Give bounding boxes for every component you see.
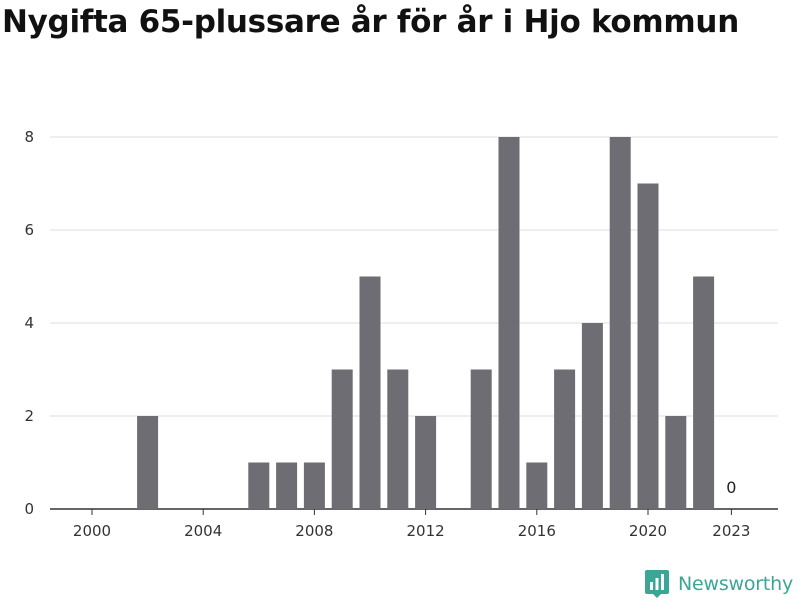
x-tick-label: 2008 — [295, 522, 333, 540]
bar-2010 — [359, 276, 381, 509]
data-labels: 0 — [726, 478, 736, 497]
bar-2015 — [498, 137, 520, 509]
x-tick-label: 2020 — [629, 522, 667, 540]
y-tick-label: 6 — [24, 221, 34, 239]
bar-2006 — [248, 462, 270, 509]
bar-2017 — [554, 369, 576, 509]
bar-2020 — [637, 183, 659, 509]
bar-2008 — [303, 462, 325, 509]
bar-2012 — [415, 416, 437, 509]
x-axis-ticks: 2000 2004 2008 2012 2016 2020 2023 — [73, 509, 750, 540]
y-tick-label: 2 — [24, 407, 34, 425]
y-axis-ticks: 0 2 4 6 8 — [24, 128, 34, 518]
bar-2014 — [470, 369, 492, 509]
x-tick-label: 2000 — [73, 522, 111, 540]
chart-title: Nygifta 65-plussare år för år i Hjo komm… — [2, 4, 739, 40]
bar-2011 — [387, 369, 409, 509]
bar-2002 — [137, 416, 159, 509]
bar-2019 — [609, 137, 631, 509]
bar-2009 — [331, 369, 353, 509]
x-tick-label: 2004 — [184, 522, 222, 540]
bar-2016 — [526, 462, 548, 509]
bar-2018 — [581, 323, 603, 509]
x-tick-label: 2016 — [518, 522, 556, 540]
y-tick-label: 0 — [24, 500, 34, 518]
x-tick-label: 2023 — [712, 522, 750, 540]
bar-2007 — [276, 462, 298, 509]
y-tick-label: 4 — [24, 314, 34, 332]
x-tick-label: 2012 — [407, 522, 445, 540]
y-tick-label: 8 — [24, 128, 34, 146]
bar-2022 — [693, 276, 715, 509]
bars — [137, 137, 715, 509]
brand-name: Newsworthy — [678, 573, 794, 595]
newsworthy-brand: Newsworthy — [644, 568, 793, 600]
bar-2021 — [665, 416, 687, 509]
newsworthy-logo-icon — [645, 570, 669, 598]
data-label-2023: 0 — [726, 478, 736, 497]
